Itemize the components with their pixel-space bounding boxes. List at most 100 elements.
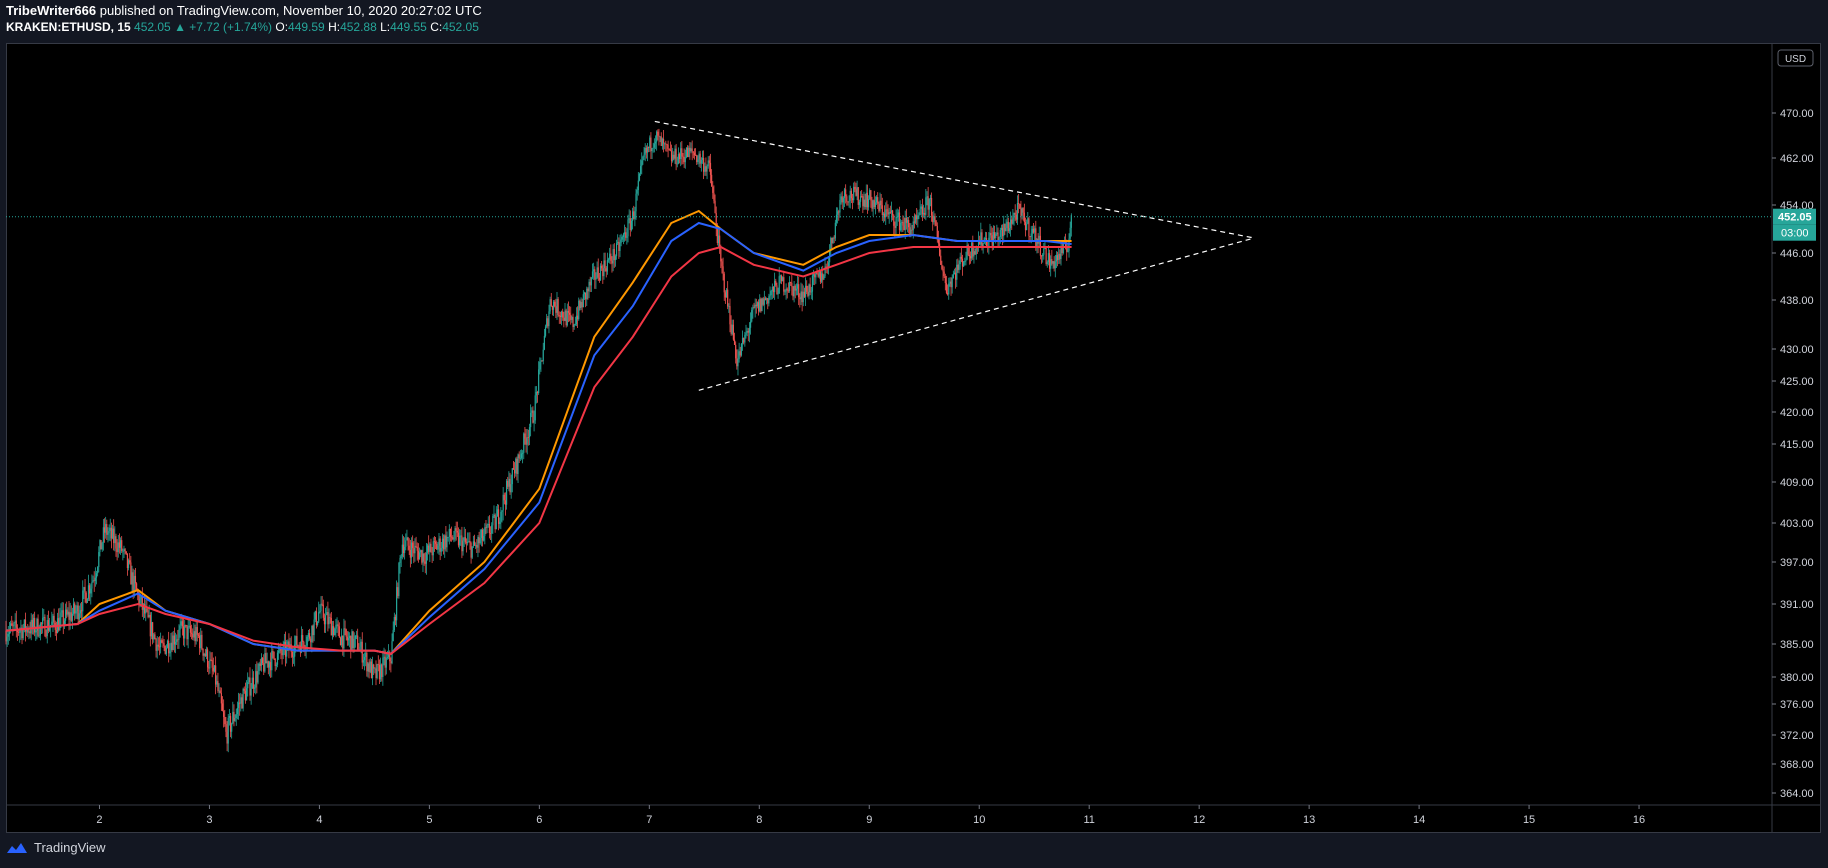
candle	[877, 192, 879, 209]
candle	[758, 299, 760, 316]
candle	[415, 536, 417, 548]
candle	[131, 565, 133, 593]
triangle-trendline-2[interactable]	[698, 237, 1255, 391]
candle	[107, 527, 109, 543]
candle	[1020, 200, 1022, 224]
candle	[893, 214, 895, 236]
candle	[27, 623, 29, 638]
candle	[606, 252, 608, 275]
candle	[14, 613, 16, 630]
candle	[1032, 223, 1035, 234]
candle	[255, 664, 257, 695]
candle	[769, 286, 771, 300]
symbol-name[interactable]: KRAKEN:ETHUSD, 15	[6, 20, 131, 34]
candle	[699, 150, 701, 168]
candle	[219, 687, 221, 694]
candle	[744, 331, 746, 347]
currency-button[interactable]: USD	[1777, 49, 1814, 67]
candle	[730, 315, 732, 336]
candle	[365, 642, 367, 667]
candle	[1042, 253, 1044, 263]
candle	[989, 223, 991, 241]
candle	[1047, 245, 1050, 266]
candle	[353, 632, 355, 653]
candle	[46, 614, 48, 644]
candle	[250, 683, 252, 705]
candle	[439, 536, 441, 561]
candle	[385, 652, 387, 675]
candle	[502, 487, 504, 521]
candle	[56, 612, 59, 634]
candle	[621, 235, 623, 242]
candle	[63, 618, 66, 629]
candle	[186, 624, 188, 646]
candle	[253, 684, 256, 694]
candle	[229, 713, 232, 738]
candle	[676, 156, 678, 168]
chart-pane[interactable]	[6, 43, 1821, 833]
brand-name[interactable]: TradingView	[34, 840, 106, 855]
candle	[1014, 204, 1016, 222]
candle	[650, 132, 652, 160]
candle	[611, 256, 613, 273]
author-name[interactable]: TribeWriter666	[6, 3, 97, 18]
candle	[870, 190, 872, 208]
candle	[416, 542, 418, 561]
candle	[60, 603, 62, 628]
candle	[963, 261, 965, 268]
candle	[752, 304, 754, 319]
candle	[21, 624, 23, 645]
candle	[596, 261, 598, 280]
candle	[512, 460, 515, 470]
candle	[203, 652, 205, 663]
candle	[709, 153, 712, 184]
candle	[840, 192, 842, 205]
candle	[666, 143, 668, 152]
y-tick-label: 462.00	[1780, 153, 1814, 165]
candle	[1067, 244, 1069, 253]
y-tick-label: 438.00	[1780, 295, 1814, 307]
candle	[198, 632, 201, 655]
x-tick-label: 6	[536, 814, 542, 826]
candle	[185, 624, 187, 628]
candle	[1069, 221, 1071, 241]
candle	[433, 536, 436, 552]
candle	[717, 226, 720, 248]
candle	[1045, 247, 1047, 266]
candle	[483, 528, 485, 542]
candle	[42, 608, 44, 634]
candle	[417, 543, 419, 563]
candle	[471, 546, 473, 560]
candle	[196, 620, 198, 642]
candle	[796, 275, 799, 296]
candle	[1006, 214, 1008, 238]
candle	[505, 478, 508, 510]
candle	[839, 193, 841, 218]
candle	[908, 217, 910, 234]
candle	[878, 201, 880, 213]
candle	[9, 620, 12, 634]
candle	[984, 231, 987, 246]
candle	[22, 623, 24, 641]
x-tick-label: 2	[96, 814, 102, 826]
candle	[223, 699, 225, 728]
candle	[64, 603, 67, 625]
tradingview-logo-icon[interactable]	[6, 841, 28, 855]
svg-text:03:00: 03:00	[1781, 228, 1809, 240]
candle	[179, 616, 181, 638]
candle	[1011, 215, 1013, 231]
candle	[457, 527, 460, 548]
candle	[920, 204, 922, 218]
candle	[76, 601, 78, 620]
candle	[811, 272, 814, 301]
candle	[693, 148, 696, 160]
candle	[586, 286, 588, 306]
candle	[609, 247, 611, 264]
candle	[302, 628, 304, 649]
candle	[347, 631, 350, 646]
triangle-trendline-1[interactable]	[654, 120, 1255, 239]
candle	[1018, 194, 1020, 214]
candle	[948, 277, 950, 300]
candle	[623, 224, 626, 242]
